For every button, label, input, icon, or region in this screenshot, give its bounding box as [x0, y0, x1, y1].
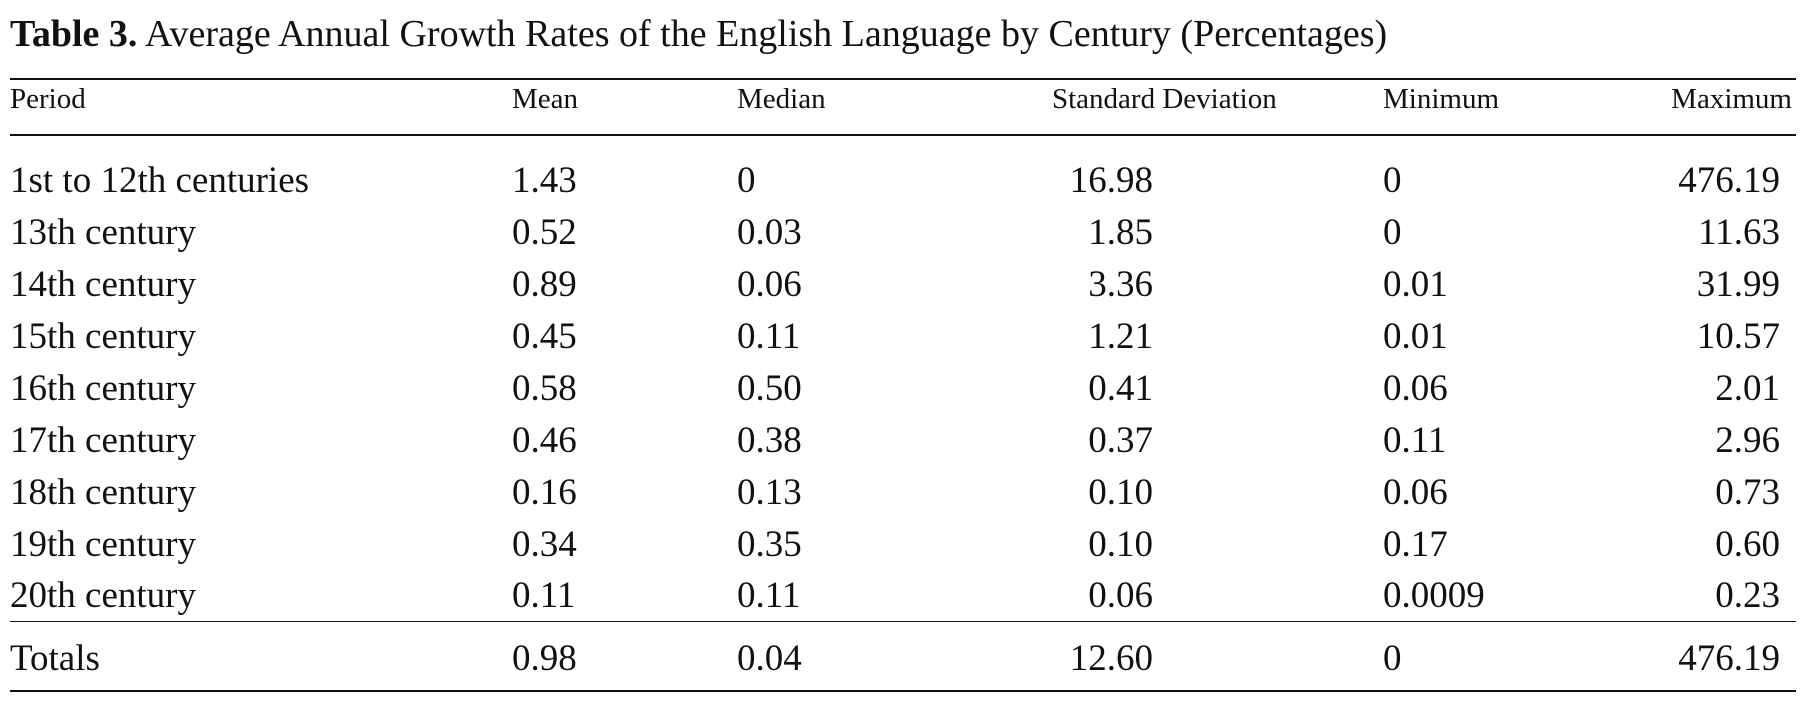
table-row: 17th century 0.46 0.38 0.37 0.11 2.96 — [0, 417, 1804, 465]
cell-minimum: 0.01 — [1383, 316, 1448, 357]
cell-standard-deviation: 3.36 — [1088, 264, 1153, 305]
cell-mean: 0.45 — [512, 316, 577, 357]
cell-period: 17th century — [10, 420, 196, 461]
table-row: 19th century 0.34 0.35 0.10 0.17 0.60 — [0, 521, 1804, 569]
table-row: 16th century 0.58 0.50 0.41 0.06 2.01 — [0, 365, 1804, 413]
cell-mean: 1.43 — [512, 160, 577, 201]
cell-mean: 0.11 — [512, 575, 576, 616]
header-minimum: Minimum — [1383, 83, 1500, 115]
totals-mean: 0.98 — [512, 638, 577, 679]
cell-median: 0 — [737, 160, 756, 201]
cell-median: 0.13 — [737, 472, 802, 513]
bottom-rule — [10, 690, 1796, 692]
cell-maximum: 0.23 — [1715, 575, 1780, 616]
cell-standard-deviation: 0.10 — [1088, 472, 1153, 513]
table-row: 20th century 0.11 0.11 0.06 0.0009 0.23 — [0, 572, 1804, 620]
cell-standard-deviation: 1.85 — [1088, 212, 1153, 253]
cell-median: 0.35 — [737, 524, 802, 565]
cell-maximum: 2.96 — [1715, 420, 1780, 461]
cell-minimum: 0.17 — [1383, 524, 1448, 565]
totals-standard-deviation: 12.60 — [1069, 638, 1153, 679]
cell-mean: 0.58 — [512, 368, 577, 409]
cell-period: 16th century — [10, 368, 196, 409]
cell-period: 19th century — [10, 524, 196, 565]
cell-period: 20th century — [10, 575, 196, 616]
cell-median: 0.11 — [737, 316, 801, 357]
cell-median: 0.06 — [737, 264, 802, 305]
table-row: 1st to 12th centuries 1.43 0 16.98 0 476… — [0, 157, 1804, 205]
cell-minimum: 0.11 — [1383, 420, 1447, 461]
cell-maximum: 11.63 — [1698, 212, 1780, 253]
cell-median: 0.11 — [737, 575, 801, 616]
top-rule — [10, 78, 1796, 80]
cell-minimum: 0.06 — [1383, 472, 1448, 513]
table-row: 14th century 0.89 0.06 3.36 0.01 31.99 — [0, 261, 1804, 309]
header-standard-deviation: Standard Deviation — [1052, 83, 1277, 115]
cell-period: 1st to 12th centuries — [10, 160, 310, 201]
header-period: Period — [10, 83, 86, 115]
cell-period: 14th century — [10, 264, 196, 305]
totals-rule — [10, 621, 1796, 622]
cell-mean: 0.89 — [512, 264, 577, 305]
table-row: 13th century 0.52 0.03 1.85 0 11.63 — [0, 209, 1804, 257]
totals-minimum: 0 — [1383, 638, 1402, 679]
header-median: Median — [737, 83, 826, 115]
cell-mean: 0.46 — [512, 420, 577, 461]
cell-maximum: 31.99 — [1696, 264, 1780, 305]
cell-maximum: 2.01 — [1715, 368, 1780, 409]
header-rule — [10, 134, 1796, 136]
cell-maximum: 0.73 — [1715, 472, 1780, 513]
cell-standard-deviation: 0.41 — [1088, 368, 1153, 409]
header-maximum: Maximum — [1671, 83, 1792, 115]
table-caption: Table 3. Average Annual Growth Rates of … — [10, 8, 1387, 60]
table-title: Average Annual Growth Rates of the Engli… — [144, 13, 1388, 55]
cell-maximum: 0.60 — [1715, 524, 1780, 565]
cell-maximum: 10.57 — [1696, 316, 1780, 357]
totals-maximum: 476.19 — [1678, 638, 1780, 679]
table-row: 18th century 0.16 0.13 0.10 0.06 0.73 — [0, 469, 1804, 517]
cell-standard-deviation: 0.06 — [1088, 575, 1153, 616]
cell-mean: 0.52 — [512, 212, 577, 253]
cell-median: 0.03 — [737, 212, 802, 253]
cell-standard-deviation: 16.98 — [1069, 160, 1153, 201]
cell-minimum: 0.01 — [1383, 264, 1448, 305]
cell-standard-deviation: 0.10 — [1088, 524, 1153, 565]
cell-period: 13th century — [10, 212, 196, 253]
header-mean: Mean — [512, 83, 579, 115]
cell-minimum: 0 — [1383, 212, 1402, 253]
cell-period: 18th century — [10, 472, 196, 513]
header-row: Period Mean Median Standard Deviation Mi… — [0, 79, 1804, 119]
cell-standard-deviation: 0.37 — [1088, 420, 1153, 461]
totals-row: Totals 0.98 0.04 12.60 0 476.19 — [0, 635, 1804, 683]
table-row: 15th century 0.45 0.11 1.21 0.01 10.57 — [0, 313, 1804, 361]
cell-mean: 0.34 — [512, 524, 577, 565]
cell-minimum: 0.0009 — [1383, 575, 1485, 616]
cell-median: 0.38 — [737, 420, 802, 461]
table-label: Table 3. — [10, 13, 138, 55]
cell-period: 15th century — [10, 316, 196, 357]
cell-minimum: 0.06 — [1383, 368, 1448, 409]
cell-median: 0.50 — [737, 368, 802, 409]
cell-standard-deviation: 1.21 — [1088, 316, 1153, 357]
cell-maximum: 476.19 — [1678, 160, 1780, 201]
cell-mean: 0.16 — [512, 472, 577, 513]
cell-minimum: 0 — [1383, 160, 1402, 201]
totals-median: 0.04 — [737, 638, 802, 679]
totals-label: Totals — [10, 638, 100, 679]
